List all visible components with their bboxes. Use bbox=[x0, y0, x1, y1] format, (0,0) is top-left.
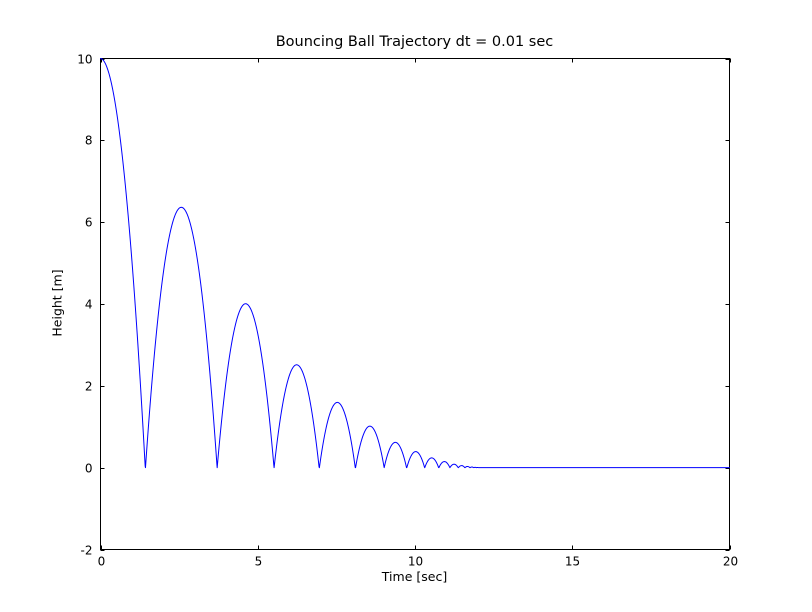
y-tick-label: 0 bbox=[85, 462, 93, 476]
x-tick-label: 5 bbox=[255, 555, 263, 569]
y-tick-label: 6 bbox=[85, 216, 93, 230]
y-axis-label: Height [m] bbox=[49, 269, 65, 337]
x-tick-label: 10 bbox=[408, 555, 423, 569]
trajectory-line bbox=[100, 58, 730, 469]
y-tick-label: 10 bbox=[77, 53, 92, 67]
x-axis-label: Time [sec] bbox=[381, 569, 448, 584]
x-tick-label: 15 bbox=[565, 555, 580, 569]
y-tick-label: 4 bbox=[85, 298, 93, 312]
axes-border bbox=[100, 58, 730, 550]
y-tick-label: 2 bbox=[85, 380, 93, 394]
x-tick-label: 20 bbox=[723, 555, 738, 569]
y-tick-label: 8 bbox=[85, 134, 93, 148]
x-tick-label: 0 bbox=[98, 555, 106, 569]
chart-title: Bouncing Ball Trajectory dt = 0.01 sec bbox=[275, 34, 554, 50]
y-tick-label: -2 bbox=[81, 544, 93, 558]
